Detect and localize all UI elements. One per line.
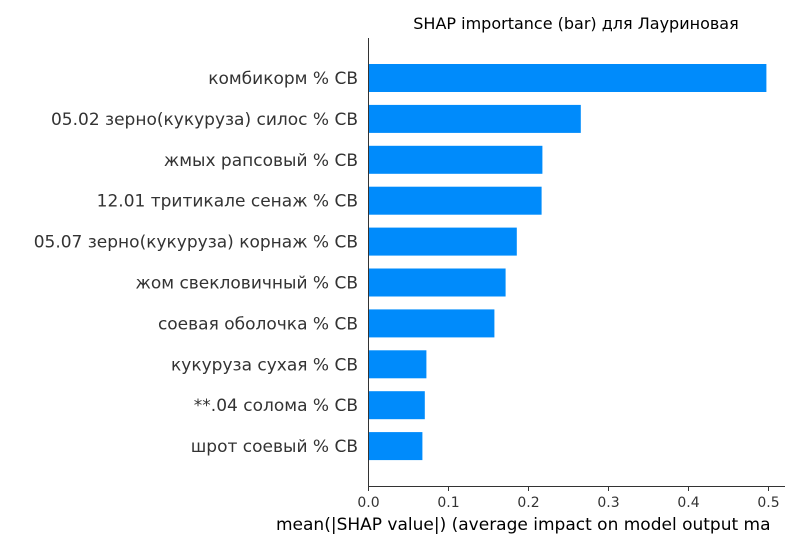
category-label: 05.02 зерно(кукуруза) силос % СВ	[51, 110, 358, 130]
bar	[368, 64, 767, 92]
bar	[368, 186, 542, 215]
x-ticks-group: 0.0 0.1 0.2 0.3 0.4 0.5	[357, 486, 780, 511]
category-label: кукуруза сухая % СВ	[171, 355, 358, 375]
chart-title: SHAP importance (bar) для Лауриновая	[413, 14, 738, 33]
category-label: шрот соевый % СВ	[191, 437, 358, 457]
category-label: соевая оболочка % СВ	[158, 314, 358, 334]
category-labels-group: комбикорм % СВ 05.02 зерно(кукуруза) сило…	[34, 69, 358, 457]
bar	[368, 145, 543, 174]
bar	[368, 391, 425, 420]
category-label: 12.01 тритикале сенаж % СВ	[97, 192, 358, 212]
x-tick-label: 0.1	[437, 495, 459, 511]
x-axis-label: mean(|SHAP value|) (average impact on mo…	[276, 515, 771, 535]
bar	[368, 104, 581, 133]
bar	[368, 309, 495, 338]
x-tick-label: 0.2	[517, 495, 539, 511]
bar	[368, 350, 427, 379]
bars-group	[368, 64, 767, 461]
category-label: 05.07 зерно(кукуруза) корнаж % СВ	[34, 233, 358, 253]
bar	[368, 227, 517, 256]
category-label: жмых рапсовый % СВ	[164, 151, 358, 171]
category-label: жом свекловичный % СВ	[136, 274, 359, 294]
x-tick-label: 0.4	[677, 495, 699, 511]
bar	[368, 268, 506, 297]
category-label: комбикорм % СВ	[208, 69, 358, 89]
x-tick-label: 0.5	[757, 495, 779, 511]
x-tick-label: 0.3	[597, 495, 619, 511]
category-label: **.04 солома % СВ	[194, 396, 358, 416]
bar	[368, 432, 423, 461]
x-tick-label: 0.0	[357, 495, 379, 511]
